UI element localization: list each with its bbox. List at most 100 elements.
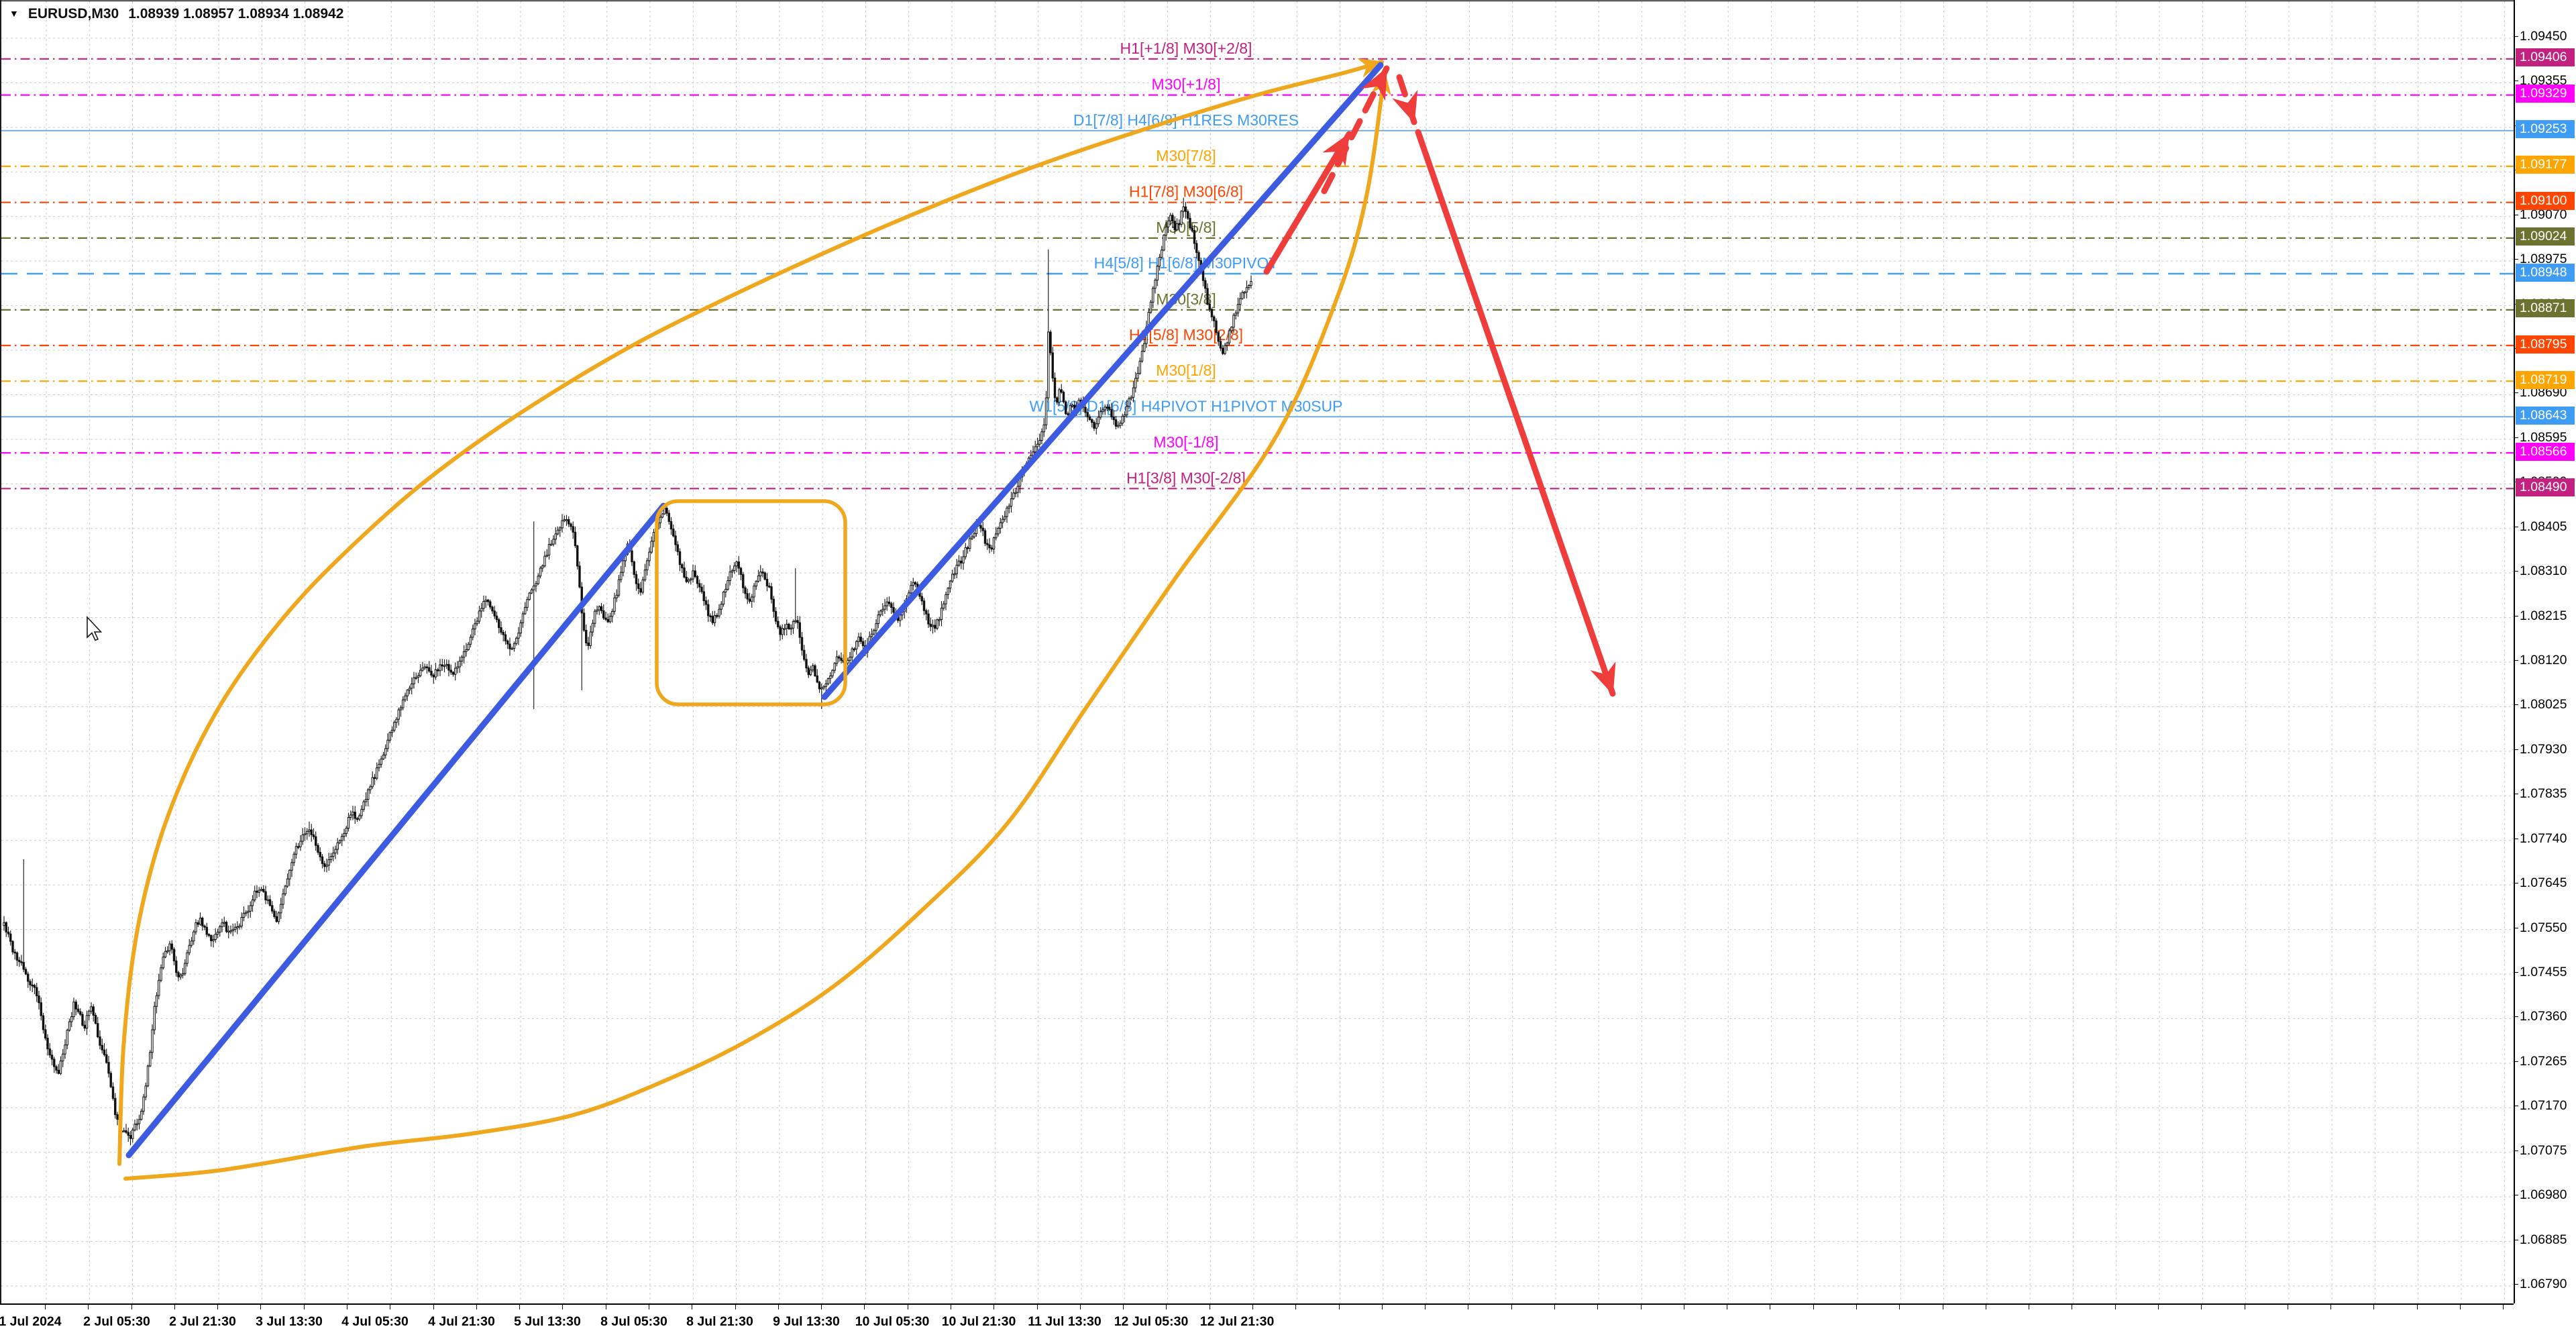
price-axis[interactable]: 1.094501.093551.092601.091651.090701.089…	[2514, 0, 2576, 1303]
candle-body	[1175, 223, 1179, 231]
candle-body	[755, 581, 757, 587]
candle-body	[390, 730, 394, 733]
candle-body	[277, 912, 280, 922]
chart-canvas[interactable]: H1[+1/8] M30[+2/8] M30[+1/8] D1[7/8] H4[6/…	[1, 1, 2515, 1305]
time-tick	[735, 1305, 736, 1309]
candle-body	[1187, 211, 1189, 219]
time-label: 10 Jul 21:30	[941, 1314, 1016, 1329]
candle-body	[1208, 304, 1211, 310]
candle-body	[892, 607, 895, 613]
symbol-dropdown-icon[interactable]: ▼	[9, 8, 19, 19]
trendline-1[interactable]	[125, 502, 667, 1159]
candle-body	[362, 801, 365, 810]
candle-body	[700, 586, 703, 592]
candle-body	[168, 943, 171, 951]
candle-body	[369, 786, 372, 790]
candle-body	[702, 591, 705, 601]
candle-body	[24, 969, 28, 975]
candle-body	[1163, 235, 1165, 251]
candle-body	[321, 856, 324, 864]
candle-body	[853, 648, 856, 651]
candle-body	[1236, 304, 1240, 314]
bearish-arrow-solid[interactable]	[1415, 129, 1616, 697]
candle-body	[786, 623, 788, 629]
candle-body	[1040, 431, 1043, 441]
candle-body	[463, 651, 466, 658]
candle-body	[861, 641, 865, 647]
price-tick: 1.08690	[2515, 385, 2567, 400]
ellipse-upper-arc[interactable]	[117, 58, 1384, 1166]
ellipse-lower-arc[interactable]	[123, 70, 1391, 1181]
candle-body	[639, 588, 642, 593]
candle-body	[873, 630, 875, 635]
candle-body	[1158, 257, 1161, 267]
time-tick	[131, 1305, 132, 1309]
candle-body	[439, 664, 441, 672]
candle-body	[753, 586, 755, 598]
level-label: H1[3/8] M30[-2/8]	[1126, 469, 1246, 486]
trendline-2[interactable]	[821, 62, 1384, 700]
candle-body	[48, 1048, 51, 1056]
candle-body	[1121, 416, 1124, 424]
bearish-arrow-dashed[interactable]	[1392, 74, 1418, 125]
candle-body	[195, 922, 197, 932]
price-badge: 1.09177	[2516, 156, 2575, 174]
candle-body	[661, 513, 664, 518]
candle-body	[511, 648, 513, 650]
candle-body	[273, 910, 276, 917]
candle-body	[482, 601, 485, 609]
candle-body	[1215, 320, 1218, 333]
candle-body	[1210, 309, 1214, 317]
candle-body	[491, 606, 494, 612]
candle-body	[251, 900, 254, 906]
candle-body	[94, 1014, 97, 1024]
candle-body	[437, 669, 439, 672]
candle-body	[556, 529, 559, 535]
time-tick	[1597, 1305, 1599, 1309]
candle-body	[524, 606, 527, 614]
candle-body	[681, 564, 684, 569]
candle-body	[526, 599, 529, 608]
candle-body	[687, 580, 690, 582]
candle-body	[1132, 387, 1135, 398]
time-tick	[1123, 1305, 1124, 1309]
candle-body	[345, 827, 347, 834]
candle-body	[1182, 206, 1185, 212]
candle-body	[177, 972, 180, 977]
symbol-label: EURUSD,M30	[28, 6, 119, 21]
candle-body	[790, 627, 792, 630]
candle-body	[343, 833, 345, 837]
candle-body	[175, 960, 178, 973]
candle-body	[42, 1015, 45, 1030]
price-badge: 1.08948	[2516, 263, 2575, 282]
candle-body	[986, 543, 989, 545]
candle-body	[1042, 424, 1045, 433]
candle-body	[1128, 398, 1130, 407]
candle-body	[465, 649, 468, 652]
price-tick: 1.07550	[2515, 920, 2567, 935]
candle-body	[683, 568, 686, 578]
candle-body	[565, 519, 568, 521]
candle-body	[57, 1069, 60, 1074]
candle-body	[312, 834, 315, 837]
time-axis[interactable]: 1 Jul 2024 2 Jul 05:30 2 Jul 21:30 3 Jul 13…	[0, 1303, 2514, 1339]
candle-body	[190, 941, 193, 946]
candle-body	[720, 604, 722, 610]
candle-body	[216, 932, 219, 935]
highlight-box[interactable]	[655, 499, 847, 706]
time-tick	[1166, 1305, 1167, 1309]
chart-area[interactable]: H1[+1/8] M30[+2/8] M30[+1/8] D1[7/8] H4[6/…	[0, 0, 2515, 1305]
candle-body	[951, 574, 954, 582]
candle-body	[72, 1002, 75, 1017]
bullish-arrow-dashed[interactable]	[1321, 65, 1390, 195]
candle-body	[22, 962, 25, 970]
candle-body	[999, 522, 1002, 529]
candle-body	[334, 849, 337, 854]
price-tick: 1.07360	[2515, 1009, 2567, 1024]
candle-body	[966, 547, 969, 549]
candle-body	[155, 995, 158, 1007]
candle-body	[729, 572, 731, 582]
candle-body	[249, 905, 252, 912]
candle-body	[419, 670, 422, 676]
bullish-arrow-solid[interactable]	[1263, 131, 1352, 275]
